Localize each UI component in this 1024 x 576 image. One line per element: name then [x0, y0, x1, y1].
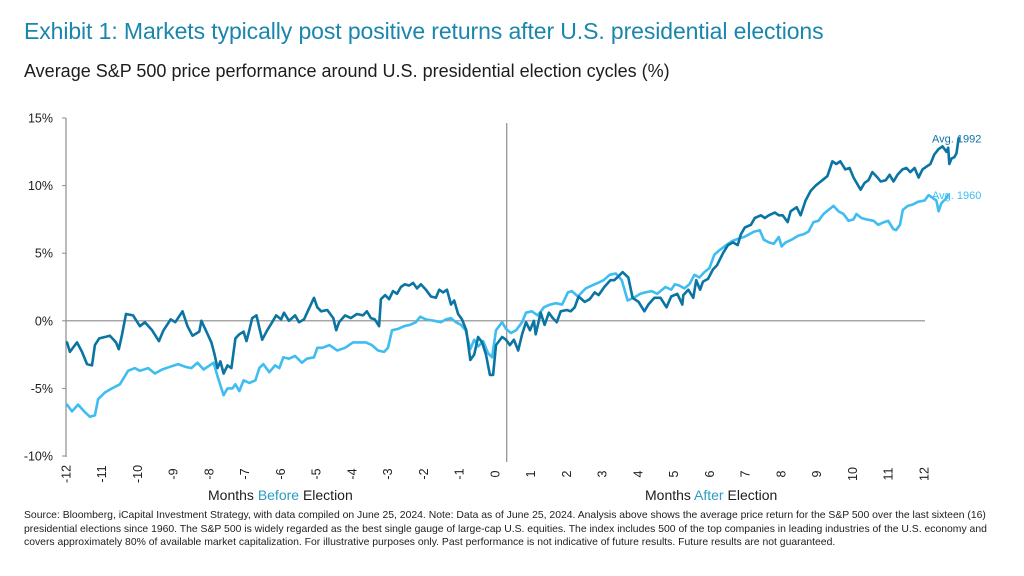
y-tick-label: 15% — [28, 112, 53, 126]
x-group-label-before: Months Before Election — [208, 487, 353, 503]
x-tick-label: 9 — [810, 470, 824, 477]
x-tick-label: -1 — [453, 468, 467, 479]
x-group-after-pre: Months — [645, 487, 695, 503]
series-labels: Avg. 1992 Avg. 1960 — [932, 133, 981, 202]
x-tick-label: 6 — [703, 470, 717, 477]
chart-title: Exhibit 1: Markets typically post positi… — [24, 18, 824, 44]
x-tick-label: 3 — [596, 470, 610, 477]
chart-subtitle: Average S&P 500 price performance around… — [24, 61, 670, 81]
x-group-before-pre: Months — [208, 487, 258, 503]
x-tick-label: -8 — [202, 468, 216, 479]
y-tick-labels: -10% -5% 0% 5% 10% 15% — [24, 112, 53, 464]
y-tick-label: 5% — [35, 247, 53, 261]
y-tick-label: 0% — [35, 314, 53, 328]
x-tick-label: 7 — [739, 470, 753, 477]
series-line-avg-1960 — [65, 193, 950, 419]
x-tick-label: -6 — [274, 468, 288, 479]
source-footnote: Source: Bloomberg, iCapital Investment S… — [24, 510, 987, 549]
x-group-after-highlight: After — [694, 487, 724, 503]
x-tick-label: -9 — [167, 468, 181, 479]
series-line-avg-1992 — [65, 137, 960, 377]
x-tick-label: -2 — [417, 468, 431, 479]
y-tick-label: -5% — [31, 382, 53, 396]
x-tick-label: 10 — [846, 467, 860, 481]
series-lines — [65, 137, 960, 419]
x-tick-label: 11 — [882, 467, 896, 480]
x-group-before-post: Election — [299, 487, 353, 503]
x-tick-label: -5 — [310, 468, 324, 479]
x-tick-label: 8 — [774, 470, 788, 477]
y-tick-label: 10% — [28, 179, 53, 193]
x-tick-label: -3 — [381, 468, 395, 479]
x-tick-labels: -12 -11 -10 -9 -8 -7 -6 -5 -4 -3 -2 -1 0 1 2 3 4 5 6 7 8 9 10 1… — [59, 465, 931, 483]
x-tick-label: -11 — [95, 465, 109, 482]
x-tick-label: 1 — [524, 470, 538, 477]
x-tick-label: 12 — [917, 467, 931, 481]
x-group-label-after: Months After Election — [645, 487, 777, 503]
x-tick-label: 2 — [560, 470, 574, 477]
x-tick-label: 0 — [488, 470, 502, 477]
x-group-before-highlight: Before — [257, 487, 300, 503]
series-label-avg-1992: Avg. 1992 — [932, 133, 981, 145]
x-tick-label: -4 — [345, 468, 359, 479]
x-tick-label: 4 — [631, 470, 645, 477]
x-tick-label: 5 — [667, 470, 681, 477]
y-tick-label: -10% — [24, 450, 53, 464]
x-tick-label: -10 — [131, 465, 145, 483]
x-tick-label: -7 — [238, 468, 252, 479]
axes — [62, 117, 925, 462]
series-label-avg-1960: Avg. 1960 — [932, 190, 981, 202]
x-tick-label: -12 — [59, 465, 73, 483]
x-group-after-post: Election — [723, 487, 778, 503]
